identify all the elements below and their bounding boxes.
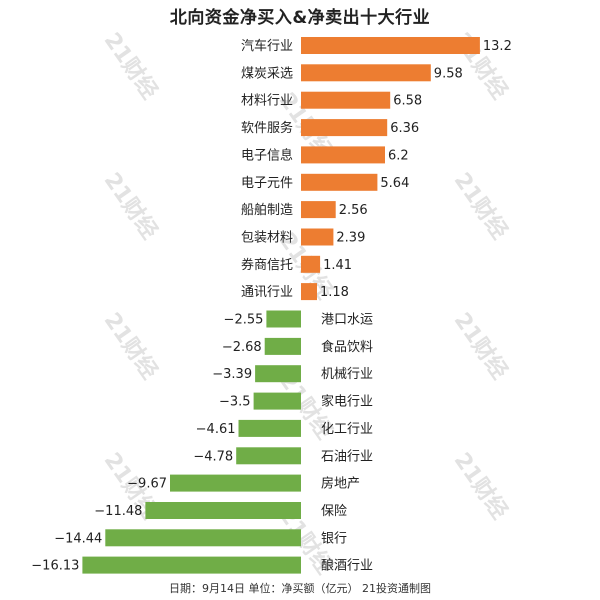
category-label: 汽车行业 bbox=[241, 38, 293, 54]
value-label: −2.68 bbox=[222, 340, 262, 355]
bar bbox=[236, 447, 301, 465]
labels-layer: 汽车行业 13.2 煤炭采选 9.58 材料行业 6.58 软件服务 6.36 电子信息 6.2 电… bbox=[31, 38, 512, 574]
bar bbox=[301, 255, 321, 273]
bar bbox=[253, 392, 301, 410]
value-label: 5.64 bbox=[380, 176, 409, 191]
bar bbox=[301, 119, 388, 137]
bar bbox=[170, 474, 301, 492]
bar bbox=[82, 556, 302, 574]
value-label: −4.61 bbox=[196, 422, 236, 437]
category-label: 包装材料 bbox=[241, 231, 293, 246]
category-label: 通讯行业 bbox=[241, 285, 293, 300]
category-label: 化工行业 bbox=[321, 422, 373, 437]
value-label: −2.55 bbox=[224, 313, 264, 328]
value-label: −9.67 bbox=[127, 477, 167, 492]
watermark-text: 21财经 bbox=[99, 168, 163, 244]
watermark-text: 21财经 bbox=[449, 448, 513, 524]
category-label: 保险 bbox=[321, 504, 347, 519]
value-label: −14.44 bbox=[54, 531, 102, 546]
bar bbox=[264, 337, 301, 355]
watermark-text: 21财经 bbox=[99, 28, 163, 104]
value-label: 6.36 bbox=[390, 121, 419, 136]
bar bbox=[301, 201, 336, 219]
bar bbox=[301, 91, 391, 109]
value-label: −3.5 bbox=[219, 395, 251, 410]
chart-footer: 日期：9月14日 单位：净买额（亿元） 21投资通制图 bbox=[169, 582, 431, 595]
watermark-text: 21财经 bbox=[99, 308, 163, 384]
category-label: 煤炭采选 bbox=[241, 66, 293, 81]
bar bbox=[301, 146, 385, 164]
value-label: 2.56 bbox=[339, 203, 368, 218]
bar bbox=[266, 310, 301, 328]
watermark-text: 21财经 bbox=[449, 308, 513, 384]
value-label: 13.2 bbox=[483, 39, 512, 54]
category-label: 银行 bbox=[321, 531, 347, 546]
bar bbox=[301, 228, 334, 246]
bar bbox=[301, 283, 317, 301]
chart-title: 北向资金净买入&净卖出十大行业 bbox=[169, 8, 431, 28]
bar bbox=[301, 37, 480, 54]
category-label: 船舶制造 bbox=[241, 202, 293, 218]
category-label: 房地产 bbox=[321, 476, 360, 492]
value-label: 6.58 bbox=[393, 94, 422, 109]
category-label: 家电行业 bbox=[321, 394, 373, 410]
category-label: 材料行业 bbox=[241, 94, 293, 109]
bars-layer bbox=[82, 37, 480, 574]
category-label: 酿酒行业 bbox=[321, 558, 373, 574]
value-label: 1.41 bbox=[323, 258, 352, 273]
value-label: 1.18 bbox=[320, 285, 349, 300]
category-label: 石油行业 bbox=[321, 449, 373, 464]
bar bbox=[105, 529, 301, 547]
bar bbox=[255, 365, 301, 383]
bar bbox=[145, 502, 301, 519]
category-label: 食品饮料 bbox=[321, 339, 373, 355]
value-label: −3.39 bbox=[212, 367, 252, 382]
watermark-text: 21财经 bbox=[449, 168, 513, 244]
category-label: 港口水运 bbox=[321, 313, 373, 328]
value-label: 9.58 bbox=[434, 66, 463, 81]
value-label: 6.2 bbox=[388, 148, 409, 163]
value-label: −11.48 bbox=[94, 504, 142, 519]
category-label: 软件服务 bbox=[241, 120, 293, 136]
bar bbox=[238, 419, 301, 437]
bar bbox=[301, 64, 431, 82]
category-label: 机械行业 bbox=[321, 367, 373, 382]
category-label: 电子信息 bbox=[241, 147, 293, 163]
category-label: 电子元件 bbox=[241, 176, 293, 191]
bar bbox=[301, 173, 378, 191]
value-label: 2.39 bbox=[336, 231, 365, 246]
value-label: −4.78 bbox=[193, 449, 233, 464]
value-label: −16.13 bbox=[31, 559, 79, 574]
category-label: 券商信托 bbox=[241, 257, 293, 273]
